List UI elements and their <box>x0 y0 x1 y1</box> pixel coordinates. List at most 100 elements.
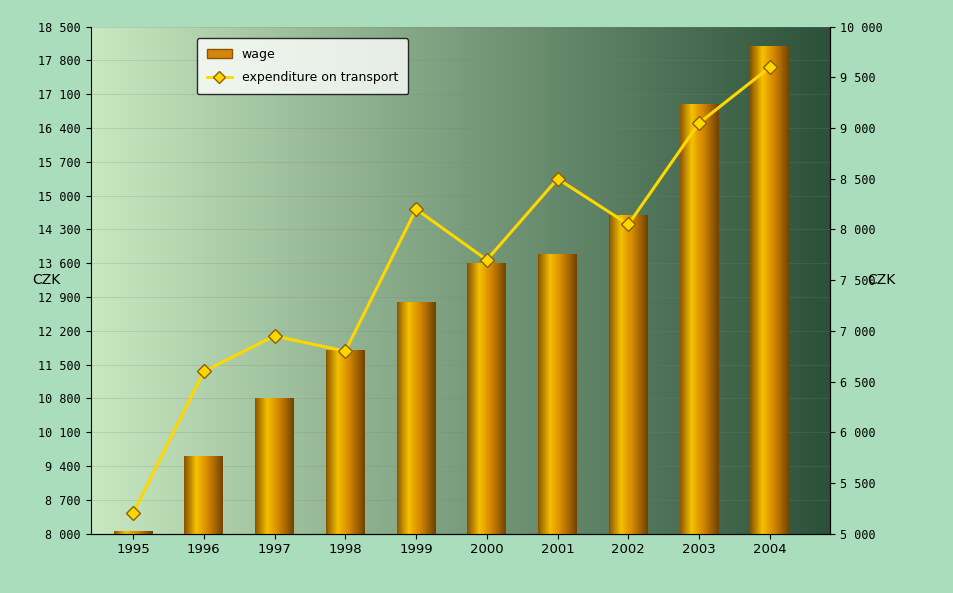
Bar <box>394 27 395 534</box>
Bar <box>484 27 487 534</box>
Bar <box>664 27 667 534</box>
Bar <box>694 27 697 534</box>
Bar <box>433 27 436 534</box>
Bar <box>785 27 787 534</box>
Bar <box>549 27 551 534</box>
Bar <box>425 27 428 534</box>
Bar <box>159 27 162 534</box>
Bar <box>619 27 622 534</box>
Bar <box>782 27 785 534</box>
Bar <box>416 27 418 534</box>
Bar <box>271 27 273 534</box>
Bar <box>201 27 204 534</box>
Bar <box>573 27 576 534</box>
Bar <box>627 27 630 534</box>
Bar <box>335 27 336 534</box>
Bar <box>258 27 260 534</box>
Bar <box>790 27 792 534</box>
Bar <box>184 27 187 534</box>
Bar <box>638 27 639 534</box>
Bar <box>703 27 706 534</box>
Bar <box>293 27 294 534</box>
Bar <box>285 27 288 534</box>
Bar <box>182 27 184 534</box>
Bar <box>824 27 826 534</box>
Bar <box>736 27 738 534</box>
Bar <box>701 27 703 534</box>
Bar <box>492 27 495 534</box>
Bar <box>361 27 364 534</box>
Bar <box>192 27 194 534</box>
Bar <box>366 27 369 534</box>
Bar <box>576 27 578 534</box>
Bar <box>339 27 342 534</box>
Bar <box>305 27 307 534</box>
Bar <box>720 27 723 534</box>
Bar <box>123 27 125 534</box>
Bar <box>615 27 618 534</box>
Bar <box>233 27 235 534</box>
Bar <box>691 27 694 534</box>
Bar <box>411 27 413 534</box>
Bar <box>479 27 482 534</box>
Bar <box>130 27 132 534</box>
Bar <box>795 27 797 534</box>
Bar <box>128 27 130 534</box>
Bar <box>314 27 317 534</box>
Bar <box>613 27 615 534</box>
Bar <box>765 27 767 534</box>
Bar <box>381 27 383 534</box>
Bar <box>610 27 613 534</box>
Bar <box>642 27 644 534</box>
Bar <box>383 27 386 534</box>
Bar <box>644 27 647 534</box>
Bar <box>554 27 556 534</box>
Bar <box>758 27 760 534</box>
Bar <box>302 27 305 534</box>
Bar <box>521 27 524 534</box>
Bar <box>689 27 691 534</box>
Bar <box>812 27 815 534</box>
Bar <box>719 27 720 534</box>
Bar <box>440 27 442 534</box>
Bar <box>807 27 809 534</box>
Bar <box>91 27 93 534</box>
Bar <box>273 27 275 534</box>
Bar <box>558 27 560 534</box>
Bar <box>551 27 554 534</box>
Bar <box>172 27 174 534</box>
Bar <box>132 27 135 534</box>
Bar <box>731 27 733 534</box>
Bar <box>632 27 635 534</box>
Bar <box>255 27 258 534</box>
Bar <box>477 27 479 534</box>
Bar <box>655 27 657 534</box>
Bar <box>253 27 255 534</box>
Bar <box>512 27 514 534</box>
Bar <box>590 27 593 534</box>
Bar <box>98 27 100 534</box>
Bar <box>487 27 490 534</box>
Bar <box>507 27 509 534</box>
Bar <box>106 27 108 534</box>
Bar <box>218 27 221 534</box>
Bar <box>580 27 583 534</box>
Bar <box>711 27 714 534</box>
Bar <box>588 27 590 534</box>
Bar <box>667 27 669 534</box>
Bar <box>145 27 147 534</box>
Bar <box>787 27 790 534</box>
Bar <box>431 27 433 534</box>
Bar <box>775 27 778 534</box>
Bar <box>174 27 176 534</box>
Bar <box>364 27 366 534</box>
Bar <box>354 27 356 534</box>
Bar <box>344 27 347 534</box>
Bar <box>317 27 319 534</box>
Bar <box>649 27 652 534</box>
Bar <box>120 27 123 534</box>
Bar <box>740 27 743 534</box>
Bar <box>706 27 708 534</box>
Bar <box>600 27 602 534</box>
Bar <box>708 27 711 534</box>
